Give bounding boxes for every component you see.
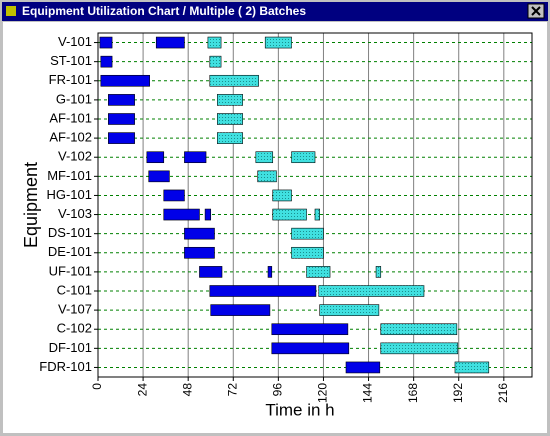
- y-tick-label: V-103: [58, 206, 92, 221]
- task-bar: [271, 323, 349, 336]
- x-tick-label: 96: [271, 383, 285, 397]
- task-bar: [100, 74, 150, 87]
- task-bar: [155, 36, 185, 49]
- plot-area: [98, 33, 532, 377]
- task-bar-texture: [207, 37, 222, 49]
- task-bar-texture: [217, 94, 243, 106]
- y-tick-label: AF-101: [49, 110, 92, 125]
- task-bar: [163, 208, 200, 221]
- task-bar: [184, 151, 207, 164]
- task-bar: [210, 304, 271, 316]
- task-bar: [209, 285, 317, 297]
- x-tick-label: 192: [451, 383, 465, 403]
- task-bar: [184, 227, 215, 240]
- title-bar: [2, 2, 548, 21]
- task-bar: [99, 36, 113, 49]
- y-tick-label: FDR-101: [39, 359, 92, 374]
- task-bar: [146, 151, 165, 164]
- y-tick-label: ST-101: [50, 53, 92, 68]
- task-bar: [184, 246, 215, 259]
- task-bar-texture: [255, 151, 273, 163]
- y-tick-label: V-102: [58, 149, 92, 164]
- task-bar-texture: [291, 247, 324, 259]
- y-tick-label: V-107: [58, 302, 92, 317]
- x-tick-label: 168: [406, 383, 420, 403]
- task-bar-texture: [209, 75, 259, 87]
- x-tick-label: 0: [90, 383, 104, 390]
- y-tick-label: DS-101: [48, 225, 92, 240]
- task-bar-texture: [319, 304, 379, 316]
- task-bar: [163, 189, 185, 202]
- x-tick-label: 24: [135, 383, 149, 397]
- x-tick-label: 120: [316, 383, 330, 403]
- task-bar-texture: [376, 266, 381, 278]
- task-bar-texture: [217, 113, 243, 125]
- y-tick-label: HG-101: [46, 187, 92, 202]
- task-bar: [204, 208, 212, 221]
- y-tick-label: DF-101: [49, 340, 92, 355]
- task-bar: [271, 342, 350, 355]
- y-tick-label: C-101: [57, 282, 92, 297]
- x-tick-label: 216: [496, 383, 510, 403]
- y-tick-label: FR-101: [49, 72, 92, 87]
- task-bar-texture: [315, 209, 320, 221]
- y-tick-label: C-102: [57, 321, 92, 336]
- y-tick-label: G-101: [56, 91, 92, 106]
- app-icon: [6, 6, 16, 16]
- task-bar: [108, 94, 135, 106]
- task-bar-texture: [257, 170, 277, 182]
- task-bar: [148, 170, 170, 183]
- y-tick-label: V-101: [58, 34, 92, 49]
- task-bar-texture: [318, 285, 424, 297]
- task-bar: [100, 55, 113, 68]
- task-bar: [267, 266, 273, 278]
- y-tick-label: DE-101: [48, 244, 92, 259]
- window-title: Equipment Utilization Chart / Multiple (…: [22, 4, 306, 18]
- task-bar: [108, 113, 135, 125]
- x-tick-label: 48: [180, 383, 194, 397]
- y-axis-label: Equipment: [21, 162, 41, 248]
- y-tick-label: UF-101: [49, 263, 92, 278]
- task-bar-texture: [291, 228, 324, 240]
- task-bar-texture: [272, 189, 292, 201]
- close-button[interactable]: [527, 3, 545, 19]
- x-tick-label: 144: [361, 383, 375, 403]
- x-tick-label: 72: [225, 383, 239, 397]
- x-axis-label: Time in h: [265, 400, 334, 419]
- task-bar: [345, 361, 381, 374]
- task-bar-texture: [272, 209, 307, 221]
- task-bar-texture: [380, 323, 457, 335]
- task-bar-texture: [265, 37, 292, 49]
- task-bar-texture: [217, 132, 243, 144]
- task-bar-texture: [209, 56, 222, 68]
- y-tick-label: MF-101: [47, 168, 92, 183]
- task-bar-texture: [291, 151, 315, 163]
- task-bar-texture: [454, 361, 489, 373]
- plot-border: [97, 32, 533, 378]
- task-bar-texture: [306, 266, 331, 278]
- task-bar: [199, 266, 223, 278]
- y-tick-label: AF-102: [49, 130, 92, 145]
- task-bar-texture: [380, 342, 458, 354]
- task-bar: [108, 132, 135, 144]
